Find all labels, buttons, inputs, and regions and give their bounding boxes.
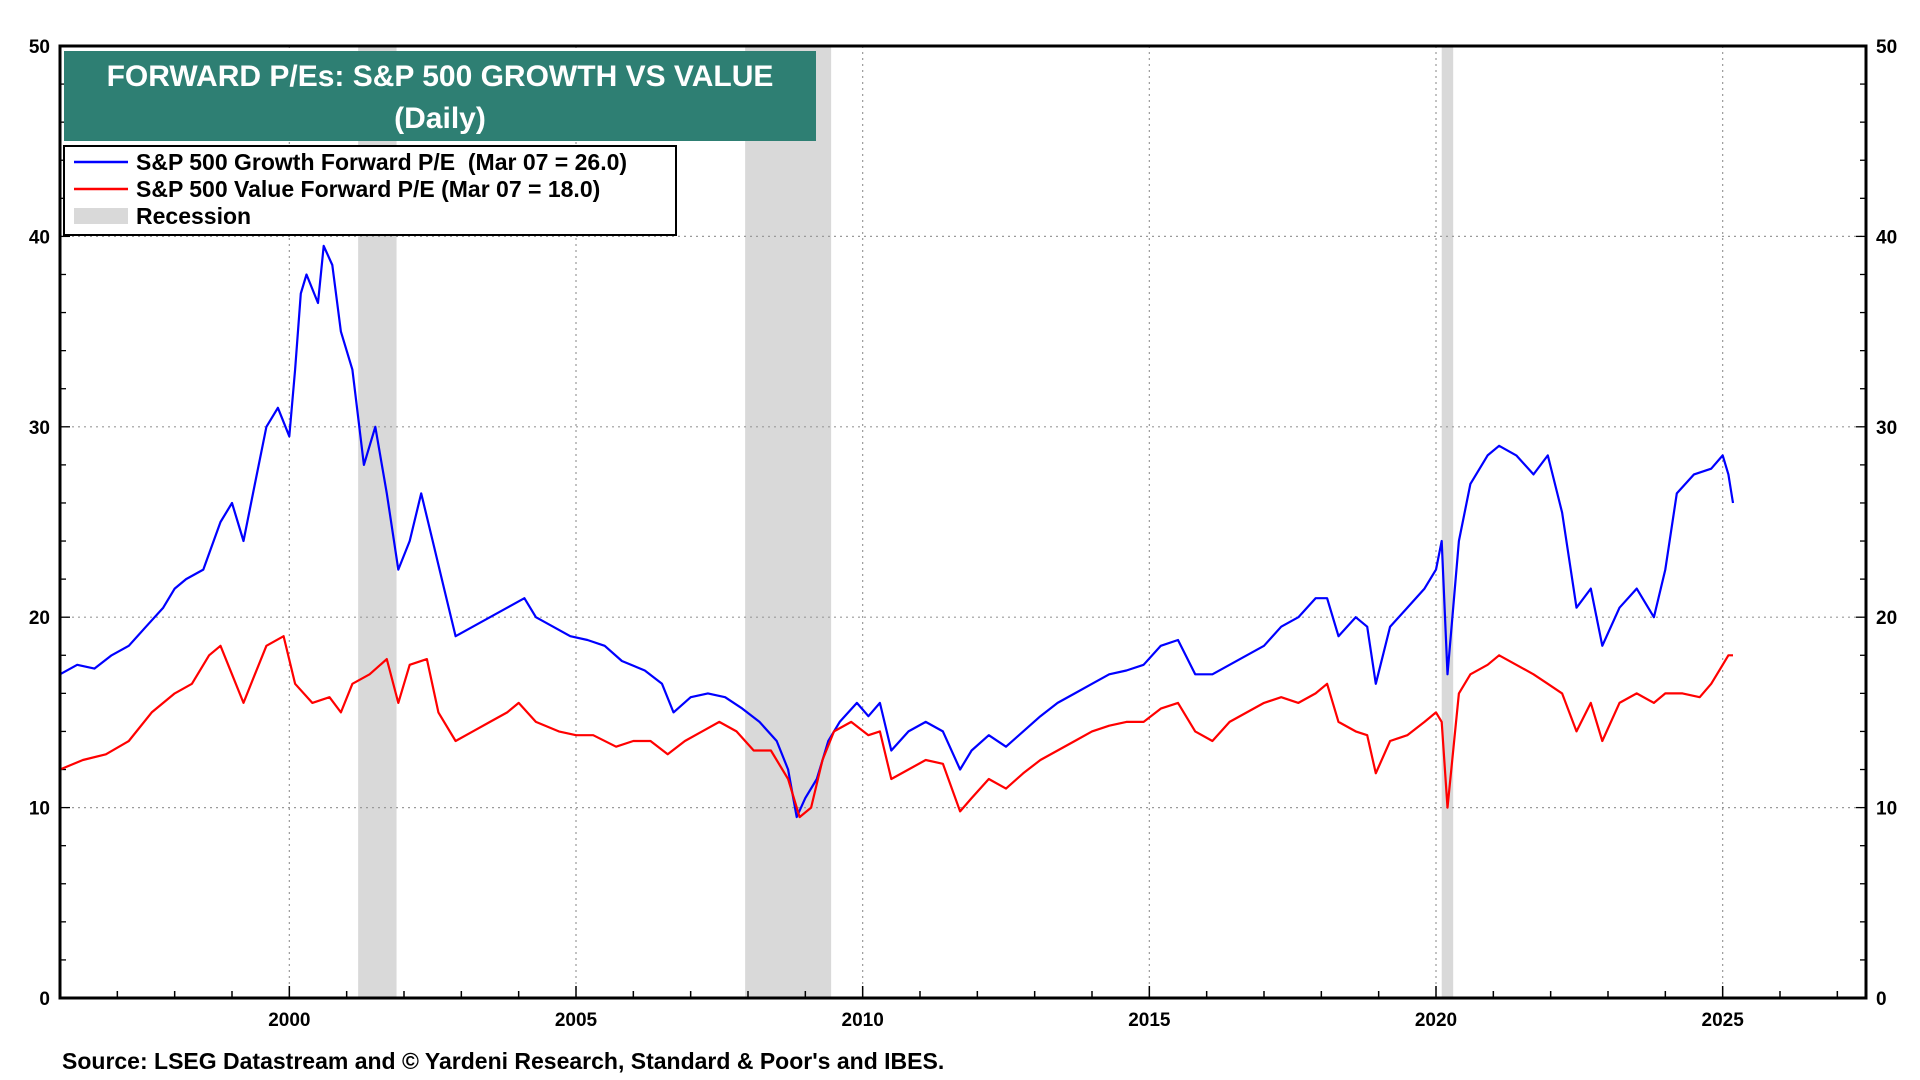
recession-band-1 (745, 46, 832, 998)
recession-band-2 (1441, 46, 1454, 998)
gridlines (60, 46, 1866, 998)
title-background (64, 51, 816, 141)
y-tick-left-20: 20 (29, 608, 50, 629)
y-tick-labels: 0 0 10 10 20 20 30 30 40 40 50 50 (29, 37, 1897, 1010)
y-tick-left-30: 30 (29, 418, 50, 439)
x-tick-2005: 2005 (555, 1010, 598, 1031)
x-tick-2015: 2015 (1128, 1010, 1171, 1031)
x-tick-2000: 2000 (268, 1010, 310, 1031)
y-tick-right-50: 50 (1876, 37, 1897, 58)
legend-value-label: S&P 500 Value Forward P/E (Mar 07 = 18.0… (136, 176, 600, 202)
y-tick-right-20: 20 (1876, 608, 1897, 629)
x-tick-2020: 2020 (1415, 1010, 1457, 1031)
title-box: FORWARD P/Es: S&P 500 GROWTH VS VALUE (D… (64, 51, 816, 141)
series-lines (59, 244, 1735, 819)
y-tick-right-40: 40 (1876, 227, 1897, 248)
y-tick-left-40: 40 (29, 227, 50, 248)
value-pe-line (59, 635, 1733, 819)
legend-box (63, 145, 677, 236)
y-tick-right-0: 0 (1876, 989, 1887, 1010)
chart-title: FORWARD P/Es: S&P 500 GROWTH VS VALUE (107, 60, 774, 93)
growth-pe-line (59, 244, 1735, 819)
plot-frame (58, 44, 1868, 1000)
x-tick-2010: 2010 (842, 1010, 884, 1031)
legend-growth-label: S&P 500 Growth Forward P/E (Mar 07 = 26.… (136, 149, 627, 175)
legend-recession-swatch (74, 208, 128, 224)
y-tick-left-50: 50 (29, 37, 50, 58)
source-note: Source: LSEG Datastream and © Yardeni Re… (62, 1048, 945, 1074)
y-tick-left-10: 10 (29, 799, 50, 820)
x-tick-labels: 2000 2005 2010 2015 2020 2025 (268, 1010, 1744, 1031)
chart-subtitle: (Daily) (394, 102, 486, 135)
x-tick-2025: 2025 (1702, 1010, 1745, 1031)
y-tick-left-0: 0 (39, 989, 50, 1010)
legend: S&P 500 Growth Forward P/E (Mar 07 = 26.… (63, 145, 677, 236)
y-tick-right-10: 10 (1876, 799, 1897, 820)
y-tick-right-30: 30 (1876, 418, 1897, 439)
legend-recession-label: Recession (136, 203, 251, 229)
